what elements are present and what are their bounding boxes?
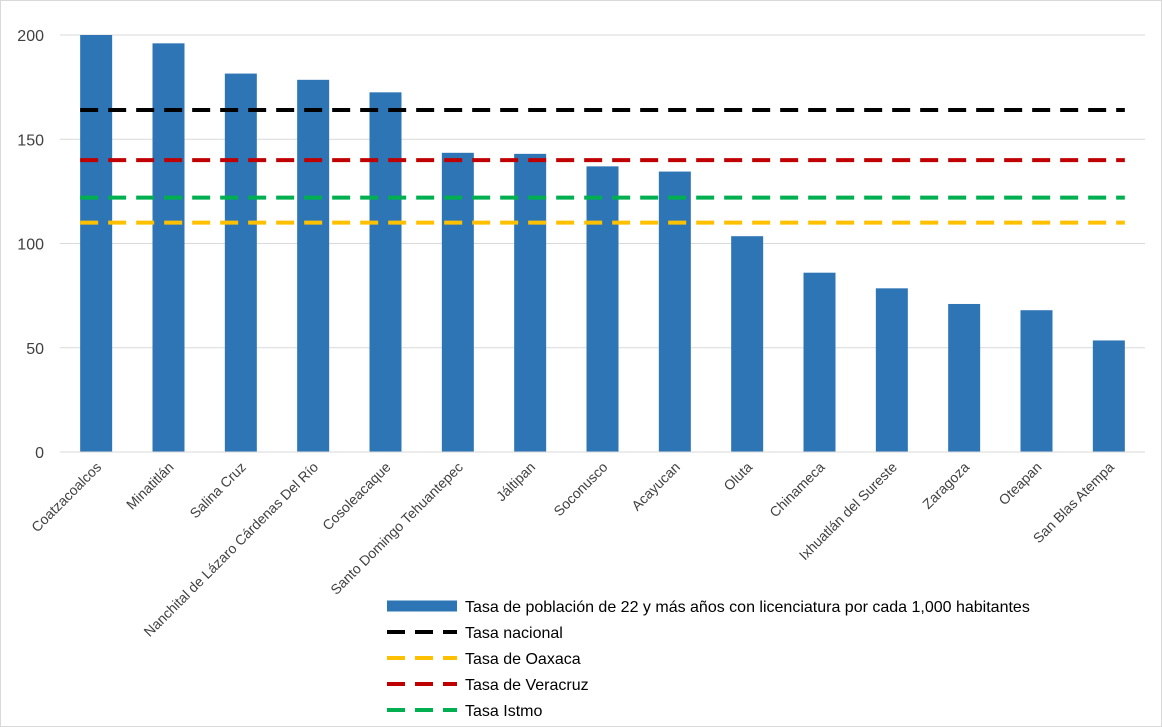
bar xyxy=(658,171,691,452)
y-axis: 0 50 100 150 200 xyxy=(17,28,44,462)
bar xyxy=(948,303,981,452)
y-tick-label: 200 xyxy=(17,28,44,45)
bar xyxy=(875,288,908,452)
legend-label: Tasa nacional xyxy=(465,625,563,642)
legend-label: Tasa Istmo xyxy=(465,703,542,720)
bar xyxy=(152,43,185,453)
legend-label: Tasa de población de 22 y más años con l… xyxy=(465,599,1030,616)
bar xyxy=(803,272,836,452)
bar-series xyxy=(80,35,1125,453)
y-tick-label: 150 xyxy=(17,132,44,149)
bar xyxy=(586,166,619,453)
bar xyxy=(80,35,113,452)
legend-label: Tasa de Veracruz xyxy=(465,677,589,694)
bar xyxy=(1020,310,1053,452)
y-tick-label: 0 xyxy=(35,445,44,462)
reference-lines xyxy=(80,108,1125,225)
legend-label: Tasa de Oaxaca xyxy=(465,651,581,668)
bar xyxy=(441,152,474,453)
bar xyxy=(731,236,764,452)
bar xyxy=(1092,340,1125,452)
bar xyxy=(224,73,257,452)
bar xyxy=(369,92,402,453)
legend: Tasa de población de 22 y más años con l… xyxy=(387,599,1030,720)
y-tick-label: 50 xyxy=(26,341,44,358)
bar xyxy=(514,153,547,452)
y-tick-label: 100 xyxy=(17,237,44,254)
bar xyxy=(297,79,330,452)
